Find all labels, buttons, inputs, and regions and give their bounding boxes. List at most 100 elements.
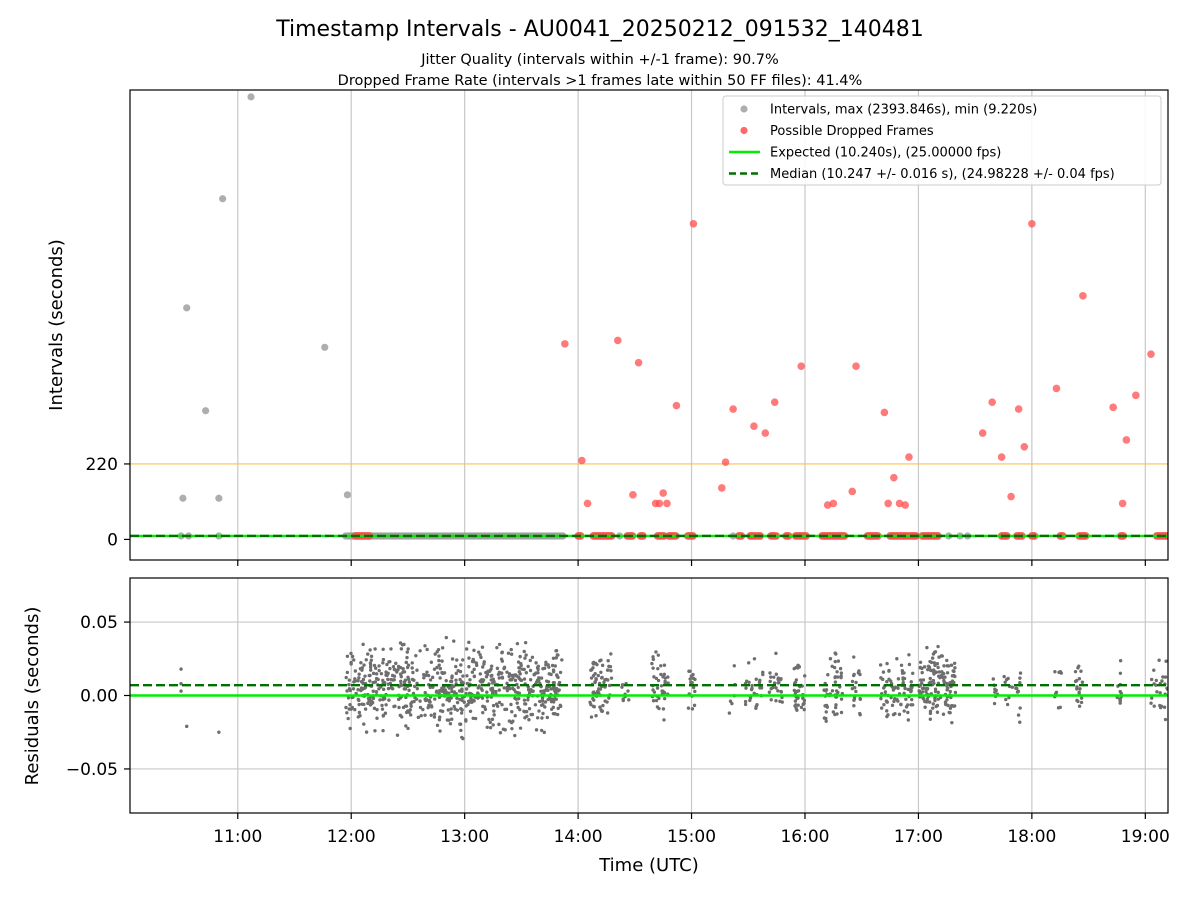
residual-point [688, 677, 692, 681]
residual-point [1154, 683, 1158, 687]
residual-point [471, 716, 475, 720]
residual-point [404, 724, 408, 728]
residual-point [655, 686, 660, 690]
residual-point [357, 672, 361, 676]
residual-point [381, 647, 385, 652]
residual-point [850, 679, 855, 684]
residual-point [833, 651, 837, 655]
residual-point [950, 720, 954, 725]
residual-point [927, 700, 932, 704]
residual-point [533, 703, 538, 707]
residual-point [179, 689, 183, 693]
residual-point [472, 674, 477, 679]
dropped-frame-point [890, 473, 898, 482]
dropped-frame-point [848, 487, 857, 496]
residual-point [885, 709, 889, 713]
residual-point [834, 703, 838, 707]
residual-point [448, 696, 452, 700]
residual-point [432, 712, 437, 716]
dropped-frame-point [797, 362, 806, 370]
residual-point [518, 654, 522, 659]
residual-point [389, 686, 393, 690]
residual-point [500, 702, 504, 707]
residual-point [932, 661, 936, 665]
residual-point [772, 681, 777, 685]
residual-point [883, 690, 888, 694]
residual-point [732, 664, 736, 668]
residual-point [430, 705, 434, 709]
residual-point [545, 715, 550, 720]
residual-point [936, 665, 940, 670]
residual-point [754, 677, 758, 681]
residual-point [378, 698, 382, 702]
residual-point [921, 686, 926, 691]
residual-point [373, 729, 377, 733]
residual-point [409, 704, 413, 708]
residual-point [377, 687, 381, 691]
dropped-frame-point [901, 501, 909, 509]
residual-point [654, 698, 659, 703]
residual-point [662, 696, 667, 701]
residual-point [953, 690, 958, 695]
residual-point [928, 717, 933, 721]
residual-point [179, 682, 183, 686]
residual-point [476, 696, 480, 700]
residual-point [438, 715, 442, 719]
x-tick-label: 17:00 [894, 827, 943, 847]
residual-point [776, 676, 781, 680]
residual-point [666, 681, 670, 685]
residual-point [376, 677, 380, 682]
residual-point [774, 699, 778, 703]
residual-point [907, 662, 912, 667]
residual-point [489, 664, 494, 668]
residual-point [515, 701, 519, 705]
x-tick-label: 14:00 [554, 827, 603, 847]
y-tick-label: 220 [86, 455, 118, 475]
dropped-frame-point [721, 458, 730, 467]
residual-point [858, 713, 862, 717]
residual-point [792, 666, 796, 671]
residual-point [626, 689, 630, 693]
residual-point [373, 666, 378, 670]
residual-point [910, 697, 914, 702]
residual-point [537, 676, 541, 680]
residual-point [1152, 704, 1156, 708]
residual-point [499, 671, 503, 675]
legend-label: Possible Dropped Frames [770, 124, 934, 139]
residual-point [627, 698, 631, 702]
chart-title: Timestamp Intervals - AU0041_20250212_09… [275, 17, 924, 42]
residual-point [607, 664, 611, 669]
residual-point [381, 728, 385, 733]
residual-point [345, 689, 349, 693]
residual-point [464, 704, 468, 708]
x-tick-label: 12:00 [327, 827, 376, 847]
residual-point [931, 706, 935, 710]
dropped-frame-point [1007, 492, 1015, 501]
residual-point [948, 689, 952, 694]
legend-box [722, 95, 1162, 186]
residual-point [942, 664, 946, 668]
residual-point [918, 660, 923, 664]
residual-point [772, 675, 776, 679]
residual-point [443, 688, 447, 692]
residual-point [1160, 679, 1164, 683]
residual-point [530, 712, 535, 717]
residual-point [546, 663, 550, 667]
x-tick-label: 16:00 [780, 827, 829, 847]
residual-point [414, 653, 418, 658]
residual-point [796, 696, 800, 700]
residual-point [391, 664, 396, 669]
dropped-frame-point [614, 336, 622, 345]
residual-point [904, 697, 908, 701]
residual-point [408, 713, 413, 717]
residual-point [887, 677, 891, 681]
residual-point [359, 686, 364, 690]
residual-point [377, 664, 381, 668]
residual-point [442, 691, 447, 695]
x-tick-label: 19:00 [1121, 827, 1170, 847]
residual-point [945, 671, 950, 675]
residual-point [557, 680, 562, 685]
residual-point [543, 705, 547, 709]
residual-point [1004, 697, 1008, 702]
dropped-frame-point [1132, 391, 1140, 400]
